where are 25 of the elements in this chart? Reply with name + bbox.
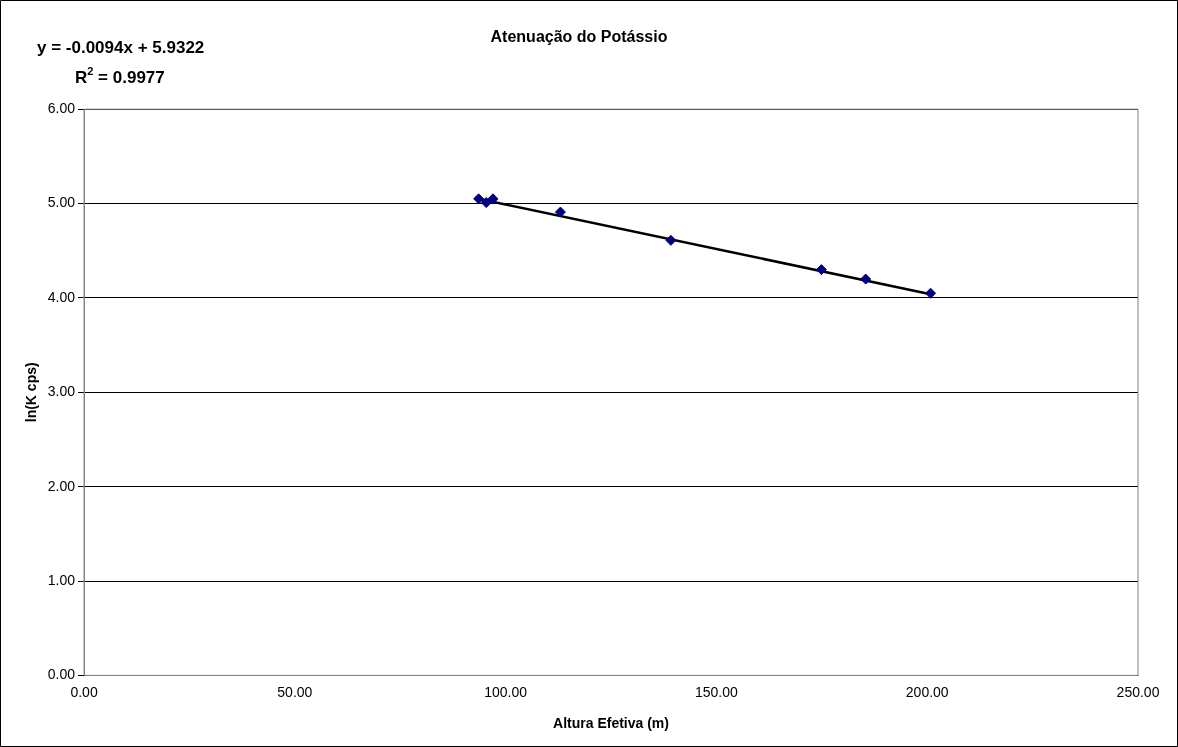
x-tick-label: 100.00 — [484, 683, 528, 700]
point — [925, 287, 937, 299]
y-tick-label: 4.00 — [47, 288, 76, 305]
y-tick-label: 0.00 — [47, 666, 76, 683]
y-tick-label: 3.00 — [47, 383, 76, 400]
y-axis-title: ln(K cps) — [23, 362, 40, 423]
y-tick-label: 5.00 — [47, 194, 76, 211]
point — [487, 193, 499, 205]
point — [554, 206, 566, 218]
x-tick-label: 250.00 — [1116, 683, 1160, 700]
point — [815, 264, 827, 276]
x-tick-label: 0.00 — [70, 683, 98, 700]
y-tick-label: 6.00 — [47, 100, 76, 117]
x-tick-label: 150.00 — [695, 683, 739, 700]
point — [860, 273, 872, 285]
x-tick-label: 200.00 — [905, 683, 949, 700]
text: y = -0.0094x + 5.9322 — [37, 38, 205, 57]
y-tick-label: 1.00 — [47, 571, 76, 588]
point — [665, 234, 677, 246]
point — [473, 193, 485, 205]
x-tick-label: 50.00 — [277, 683, 313, 700]
x-axis-title: Altura Efetiva (m) — [553, 715, 669, 732]
chart-title: Atenuação do Potássio — [490, 28, 668, 46]
y-tick-label: 2.00 — [47, 477, 76, 494]
point — [480, 197, 492, 209]
